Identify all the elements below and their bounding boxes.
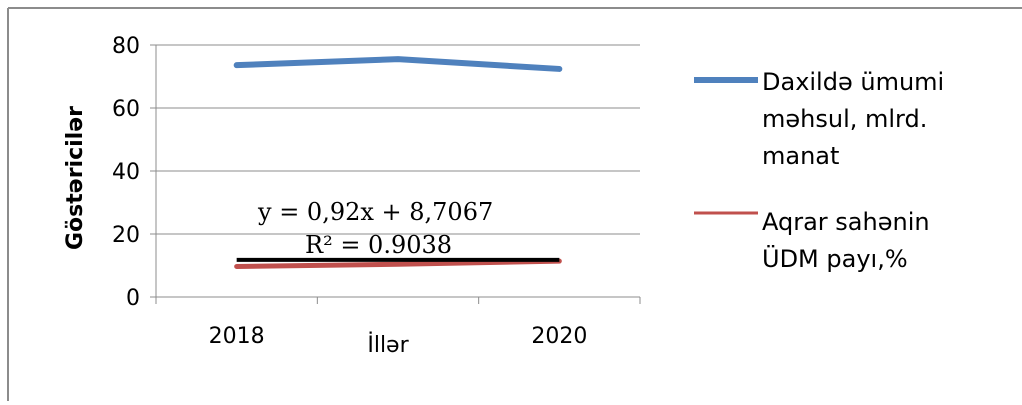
legend-label-gdp-line3: manat — [762, 142, 839, 170]
y-tick-label: 80 — [112, 34, 140, 59]
y-tick-label: 60 — [112, 97, 140, 122]
legend-label-agrar-line2: ÜDM payı,% — [762, 244, 908, 273]
x-tick-label: 2020 — [531, 324, 587, 349]
gridlines — [156, 44, 640, 235]
legend-label-agrar: Aqrar sahənin ÜDM payı,% — [762, 208, 937, 273]
trendline-equation: y = 0,92x + 8,7067 — [257, 198, 493, 226]
y-tick-label: 40 — [112, 160, 140, 185]
y-tick-label: 20 — [112, 223, 140, 248]
legend: Daxildə ümumi məhsul, mlrd. manat Aqrar … — [694, 68, 952, 273]
legend-label-agrar-line1: Aqrar sahənin — [762, 208, 930, 236]
series-line-1 — [234, 258, 562, 269]
trendline-r-squared: R² = 0.9038 — [305, 231, 452, 259]
y-axis-title: Göstəricilər — [63, 106, 88, 250]
axes: 0 20 40 60 80 2018 2020 — [112, 34, 641, 349]
legend-label-gdp-line2: məhsul, mlrd. — [762, 105, 927, 133]
x-axis-title: İllər — [367, 332, 409, 358]
legend-label-gdp: Daxildə ümumi məhsul, mlrd. manat — [762, 68, 952, 170]
x-tick-label: 2018 — [209, 324, 265, 349]
y-tick-label: 0 — [126, 286, 140, 311]
series-line-0 — [233, 56, 563, 72]
legend-label-gdp-line1: Daxildə ümumi — [762, 68, 944, 96]
series — [233, 56, 563, 269]
